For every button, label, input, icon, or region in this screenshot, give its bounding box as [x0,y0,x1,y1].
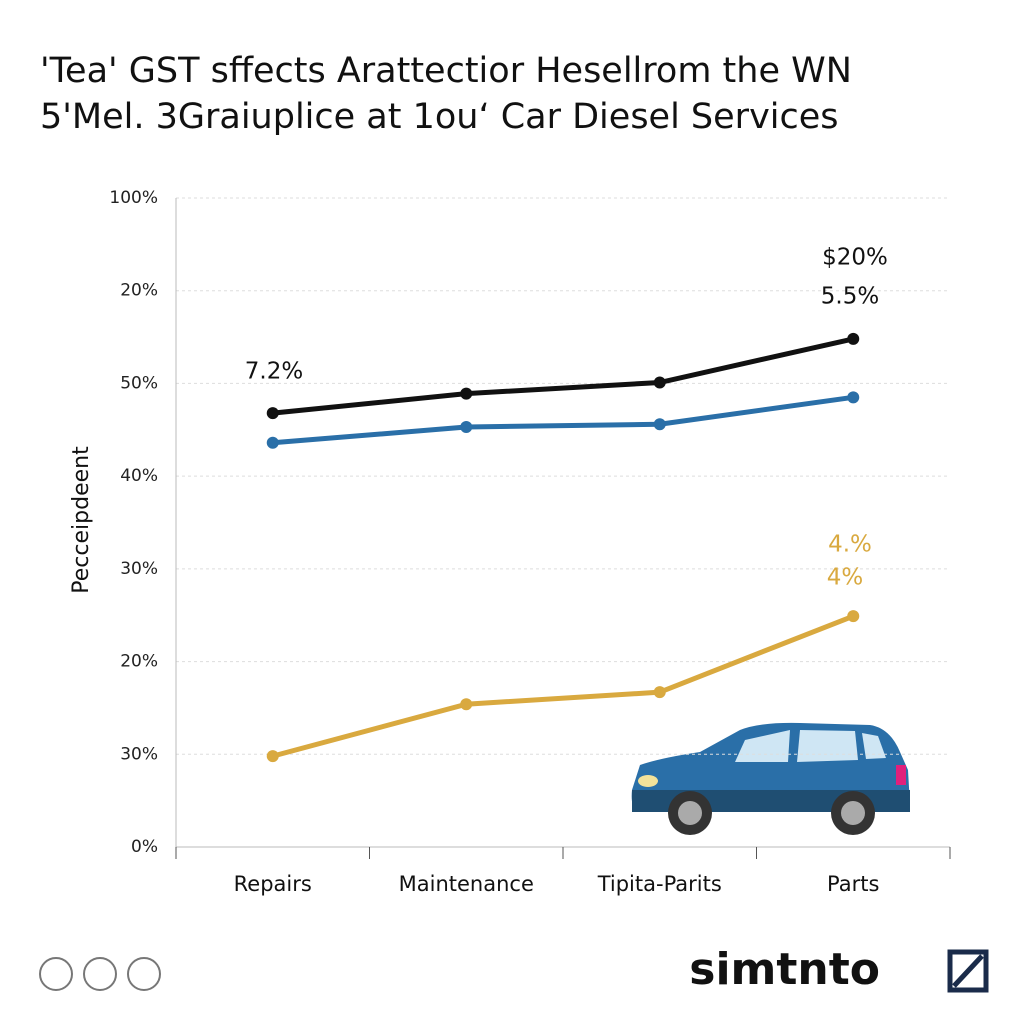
y-tick-label: 50% [120,373,158,393]
chart-title: 5'Mel. 3Graiuplice at 1ou‘ Car Diesel Se… [40,97,839,137]
annotation: 4% [827,565,864,591]
marker [653,418,666,431]
y-tick-label: 20% [120,281,158,301]
marker [653,686,666,699]
x-tick-label: Maintenance [399,872,534,896]
marker [266,407,279,420]
car-illustration [631,722,910,835]
annotation: 4.% [828,532,872,558]
marker [653,376,666,389]
marker [266,750,279,763]
y-tick-label: 100% [109,188,158,208]
annotation: 7.2% [245,359,303,385]
chart-title: 'Tea' GST sffects Arattectior Hesellrom … [40,51,852,91]
marker [847,332,860,345]
y-tick-label: 30% [120,744,158,764]
marker [460,698,473,711]
line [272,613,855,759]
x-tick-label: Parts [827,872,879,896]
line [272,336,854,416]
y-tick-label: 20% [120,652,158,672]
brand-icon [947,949,989,993]
annotation: $20% [822,245,888,271]
brand-logo: simtnto [689,944,880,995]
y-axis-label: Pecceipdeent [69,446,94,594]
x-tick-label: Repairs [234,872,312,896]
y-tick-label: 0% [131,837,158,857]
y-tick-label: 30% [120,559,158,579]
y-tick-label: 40% [120,466,158,486]
footer-icons [39,957,161,991]
x-tick-label: Tipita-Parits [597,872,722,896]
marker [847,391,860,404]
marker [460,387,473,400]
annotation: 5.5% [821,284,879,310]
marker [847,610,860,623]
marker [266,436,279,449]
marker [460,421,473,434]
line [272,394,854,446]
